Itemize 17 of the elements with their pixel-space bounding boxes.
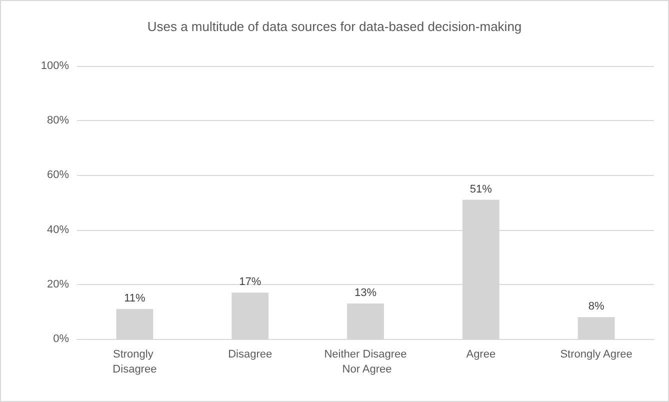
data-label: 17% [239, 276, 262, 288]
x-tick-label: Neither Disagree Nor Agree [324, 348, 407, 376]
y-tick-label: 100% [40, 60, 70, 72]
y-tick-label: 40% [46, 224, 70, 236]
x-tick-label: Strongly Agree [560, 348, 632, 360]
data-label: 51% [470, 183, 492, 196]
data-label: 11% [124, 292, 146, 304]
x-tick-label: Agree [466, 348, 496, 360]
y-tick-label: 60% [46, 169, 70, 182]
y-tick-label: 80% [46, 114, 70, 127]
data-label: 8% [588, 300, 604, 313]
x-tick-label: Strongly Disagree [112, 348, 157, 376]
y-tick-label: 0% [53, 333, 70, 345]
x-tick-label: Disagree [228, 348, 272, 360]
data-label: 13% [354, 287, 377, 300]
chart-title: Uses a multitude of data sources for data-based decision-making [147, 19, 522, 34]
y-tick-label: 20% [46, 278, 70, 290]
